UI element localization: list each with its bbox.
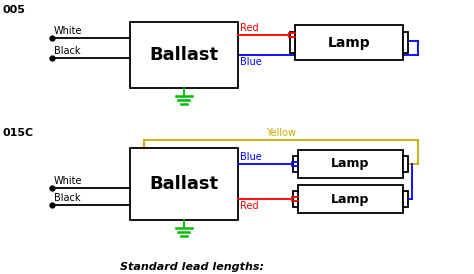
Bar bbox=[290, 32, 295, 53]
Text: Blue: Blue bbox=[240, 57, 262, 67]
Text: White: White bbox=[54, 26, 82, 36]
Bar bbox=[298, 150, 403, 178]
Text: Lamp: Lamp bbox=[331, 193, 370, 206]
Text: Red: Red bbox=[240, 201, 259, 211]
Bar bbox=[403, 191, 408, 207]
Bar bbox=[293, 156, 298, 172]
Text: White: White bbox=[54, 176, 82, 186]
Bar bbox=[130, 22, 238, 88]
Bar bbox=[403, 32, 408, 53]
Bar bbox=[403, 156, 408, 172]
Text: 015C: 015C bbox=[3, 128, 34, 138]
Text: Blue: Blue bbox=[240, 152, 262, 162]
Bar bbox=[298, 185, 403, 213]
Text: Ballast: Ballast bbox=[149, 46, 219, 64]
Text: Red: Red bbox=[240, 23, 259, 33]
Text: Ballast: Ballast bbox=[149, 175, 219, 193]
Text: Black: Black bbox=[54, 193, 81, 203]
Text: Standard lead lengths:: Standard lead lengths: bbox=[120, 262, 264, 272]
Bar bbox=[295, 25, 403, 60]
Text: Black: Black bbox=[54, 46, 81, 56]
Text: Yellow: Yellow bbox=[266, 128, 296, 138]
Bar bbox=[130, 148, 238, 220]
Bar bbox=[293, 191, 298, 207]
Text: Lamp: Lamp bbox=[331, 158, 370, 170]
Text: Lamp: Lamp bbox=[328, 36, 370, 50]
Text: 005: 005 bbox=[3, 5, 26, 15]
